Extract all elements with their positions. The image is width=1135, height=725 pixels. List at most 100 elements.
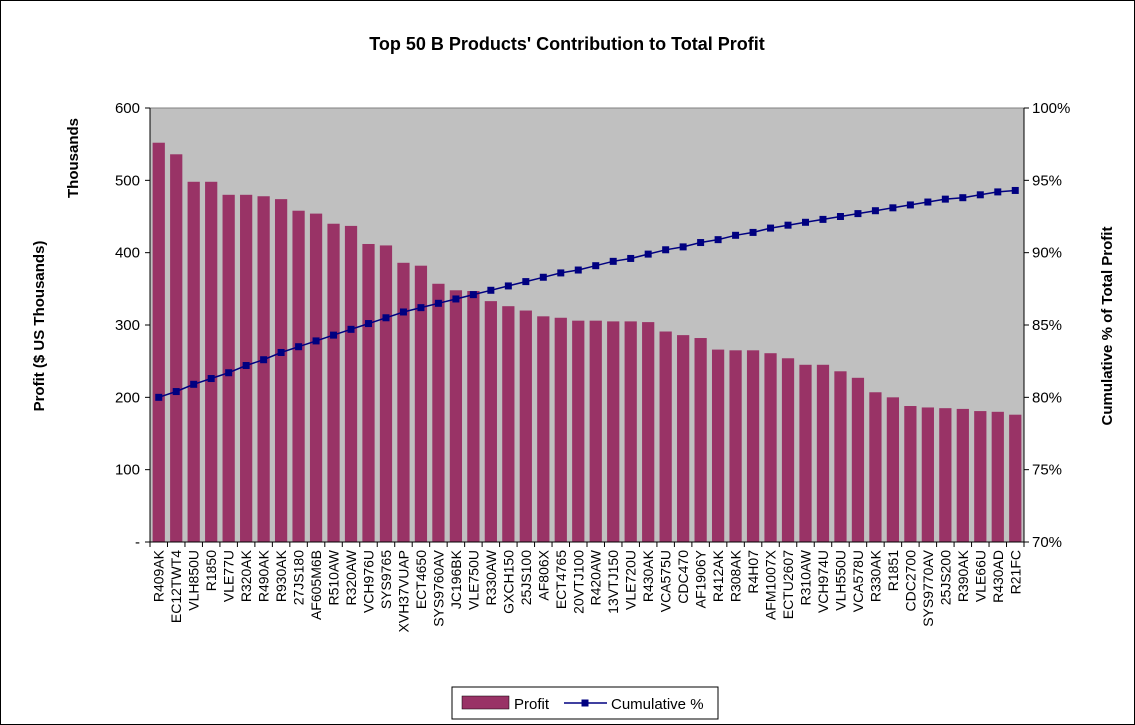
bar-VCH974U	[817, 365, 829, 542]
bar-13VTJ150	[607, 321, 619, 542]
x-tick-label-ECT4765: ECT4765	[553, 550, 569, 609]
bar-R320AW	[345, 226, 357, 542]
cumulative-point-SYS9765	[382, 314, 389, 321]
cumulative-point-R1850	[208, 375, 215, 382]
bar-CDC470	[677, 335, 689, 542]
cumulative-point-R310AW	[802, 219, 809, 226]
x-tick-label-GXCH150: GXCH150	[500, 550, 516, 614]
cumulative-point-EC12TWT4	[173, 388, 180, 395]
cumulative-point-R409AK	[155, 394, 162, 401]
bar-R409AK	[153, 143, 165, 542]
x-tick-label-R409AK: R409AK	[151, 549, 167, 602]
x-tick-label-VLE66U: VLE66U	[972, 550, 988, 602]
cumulative-point-VCH974U	[819, 216, 826, 223]
x-tick-label-XVH37VUAP: XVH37VUAP	[396, 550, 412, 632]
x-tick-label-ECTU2607: ECTU2607	[780, 550, 796, 619]
cumulative-point-R412AK	[715, 236, 722, 243]
cumulative-point-ECT4650	[417, 304, 424, 311]
y-tick-label: 600	[115, 100, 140, 117]
cumulative-point-VLE750U	[470, 291, 477, 298]
cumulative-point-AF806X	[540, 274, 547, 281]
bar-VLH550U	[834, 371, 846, 542]
y2-tick-label: 95%	[1032, 172, 1062, 189]
cumulative-point-VCA578U	[854, 210, 861, 217]
bar-SYS9760AV	[432, 284, 444, 542]
cumulative-point-CDC470	[680, 243, 687, 250]
cumulative-point-R420AW	[592, 262, 599, 269]
x-tick-label-VLE720U: VLE720U	[623, 550, 639, 610]
x-tick-label-R430AD: R430AD	[990, 550, 1006, 603]
bar-R21FC	[1009, 415, 1021, 542]
x-tick-label-R510AW: R510AW	[326, 549, 342, 605]
y-tick-label: 500	[115, 172, 140, 189]
bar-25JS100	[520, 311, 532, 542]
x-tick-label-R330AK: R330AK	[867, 549, 883, 602]
x-tick-label-JC196BK: JC196BK	[448, 549, 464, 609]
cumulative-point-VLE66U	[977, 191, 984, 198]
y2-tick-label: 75%	[1032, 462, 1062, 479]
y2-axis-title: Cumulative % of Total Profit	[1099, 227, 1116, 426]
x-tick-label-AF806X: AF806X	[535, 549, 551, 600]
bar-EC12TWT4	[170, 154, 182, 542]
x-tick-label-R1850: R1850	[203, 550, 219, 591]
x-tick-label-ECT4650: ECT4650	[413, 550, 429, 609]
cumulative-point-R1851	[889, 204, 896, 211]
cumulative-point-VLH550U	[837, 213, 844, 220]
x-tick-label-R1851: R1851	[885, 550, 901, 591]
y2-tick-label: 85%	[1032, 317, 1062, 334]
bar-SYS9770AV	[922, 407, 934, 542]
y-axis-title: Profit ($ US Thousands)	[31, 241, 48, 412]
bar-CDC2700	[904, 406, 916, 542]
bar-VLE720U	[625, 321, 637, 542]
bar-R330AW	[485, 301, 497, 542]
bar-JC196BK	[450, 290, 462, 542]
cumulative-point-VCH976U	[365, 320, 372, 327]
x-tick-label-R490AK: R490AK	[256, 549, 272, 602]
bar-GXCH150	[502, 306, 514, 542]
legend-swatch-profit	[462, 696, 509, 709]
cumulative-point-20VTJ100	[575, 267, 582, 274]
x-tick-label-R930AK: R930AK	[273, 549, 289, 602]
bar-VLE77U	[223, 195, 235, 542]
cumulative-point-SYS9760AV	[435, 300, 442, 307]
bar-R420AW	[590, 321, 602, 542]
bar-R930AK	[275, 199, 287, 542]
bar-AF1906Y	[695, 338, 707, 542]
cumulative-point-R4H07	[750, 229, 757, 236]
cumulative-point-R490AK	[260, 356, 267, 363]
y-tick-label: 300	[115, 317, 140, 334]
bar-ECTU2607	[782, 358, 794, 542]
cumulative-point-XVH37VUAP	[400, 308, 407, 315]
cumulative-point-CDC2700	[907, 201, 914, 208]
y-tick-label: 200	[115, 389, 140, 406]
cumulative-point-R320AK	[243, 362, 250, 369]
x-tick-label-R430AK: R430AK	[640, 549, 656, 602]
legend: Profit Cumulative %	[452, 687, 718, 719]
y2-tick-label: 70%	[1032, 534, 1062, 551]
bar-VLE66U	[974, 411, 986, 542]
y2-tick-label: 100%	[1032, 100, 1070, 117]
y-tick-label: 100	[115, 462, 140, 479]
x-tick-label-CDC470: CDC470	[675, 550, 691, 604]
cumulative-point-R390AK	[959, 194, 966, 201]
cumulative-point-25JS200	[942, 196, 949, 203]
legend-marker-cumulative	[582, 700, 589, 707]
y-unit-label: Thousands	[65, 118, 82, 198]
x-tick-label-13VTJ150: 13VTJ150	[605, 550, 621, 614]
cumulative-point-R930AK	[278, 349, 285, 356]
x-tick-label-20VTJ100: 20VTJ100	[570, 550, 586, 614]
y-tick-label: -	[135, 534, 140, 551]
bar-R412AK	[712, 350, 724, 542]
bar-R490AK	[258, 196, 270, 542]
bar-ECT4765	[555, 318, 567, 542]
cumulative-point-R510AW	[330, 332, 337, 339]
legend-label-cumulative: Cumulative %	[611, 696, 704, 713]
y-tick-label: 400	[115, 245, 140, 262]
x-tick-label-VLE750U: VLE750U	[465, 550, 481, 610]
cumulative-point-25JS100	[522, 278, 529, 285]
cumulative-point-R21FC	[1012, 187, 1019, 194]
bar-27JS180	[292, 211, 304, 542]
x-tick-label-VLE77U: VLE77U	[221, 550, 237, 602]
bar-20VTJ100	[572, 321, 584, 542]
